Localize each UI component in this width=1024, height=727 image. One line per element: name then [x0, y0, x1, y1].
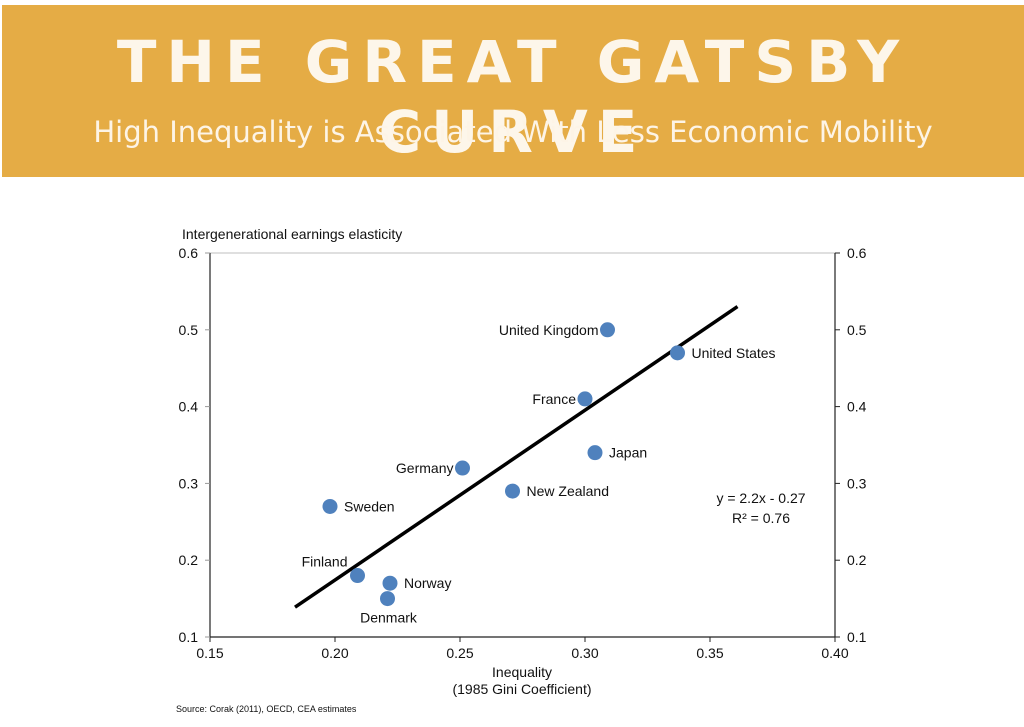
banner-subtitle: High Inequality is Associated With Less …	[93, 115, 933, 149]
header-banner: THE GREAT GATSBY CURVE High Inequality i…	[2, 5, 1024, 177]
data-point	[587, 445, 603, 461]
data-point	[670, 345, 685, 361]
data-point	[382, 575, 398, 591]
x-axis-label: Inequality	[492, 664, 552, 680]
point-label: Finland	[302, 554, 348, 570]
data-point	[505, 483, 520, 499]
data-point	[380, 591, 395, 607]
x-tick-label: 0.30	[571, 645, 598, 661]
y-axis-label: Intergenerational earnings elasticity	[182, 226, 402, 242]
point-label: Japan	[609, 445, 647, 461]
x-tick-label: 0.40	[821, 645, 848, 661]
data-point	[455, 460, 470, 476]
trend-line	[294, 305, 739, 609]
right-y-tick-label: 0.1	[847, 629, 867, 645]
x-tick-label: 0.25	[446, 645, 473, 661]
source-note: Source: Corak (2011), OECD, CEA estimate…	[176, 704, 357, 714]
right-y-tick-label: 0.3	[847, 475, 867, 491]
y-tick-label: 0.5	[179, 322, 199, 338]
point-label: Denmark	[360, 610, 418, 626]
y-tick-label: 0.3	[179, 475, 199, 491]
trend-equation: y = 2.2x - 0.27	[716, 490, 805, 506]
point-label: France	[532, 391, 576, 407]
y-tick-label: 0.6	[179, 245, 199, 261]
banner-title: THE GREAT GATSBY CURVE	[116, 28, 910, 166]
right-y-tick-label: 0.2	[847, 552, 867, 568]
point-label: New Zealand	[527, 483, 610, 499]
plot-area-frame	[209, 252, 836, 638]
x-tick-label: 0.35	[696, 645, 723, 661]
right-y-tick-label: 0.5	[847, 322, 867, 338]
trend-r-squared: R² = 0.76	[732, 510, 790, 526]
right-y-tick-label: 0.4	[847, 399, 867, 415]
data-point	[600, 322, 615, 338]
y-tick-label: 0.1	[179, 629, 199, 645]
right-y-tick-label: 0.6	[847, 245, 867, 261]
point-label: Germany	[396, 460, 454, 476]
data-point	[577, 391, 593, 407]
point-label: United Kingdom	[499, 322, 599, 338]
data-point	[322, 498, 338, 514]
point-label: Sweden	[344, 498, 395, 514]
data-point	[350, 568, 365, 584]
y-tick-label: 0.4	[179, 399, 199, 415]
x-tick-label: 0.15	[196, 645, 223, 661]
point-label: United States	[692, 345, 776, 361]
x-axis-label-line2: (1985 Gini Coefficient)	[452, 681, 591, 697]
point-label: Norway	[404, 575, 451, 591]
x-tick-label: 0.20	[321, 645, 348, 661]
y-tick-label: 0.2	[179, 552, 199, 568]
